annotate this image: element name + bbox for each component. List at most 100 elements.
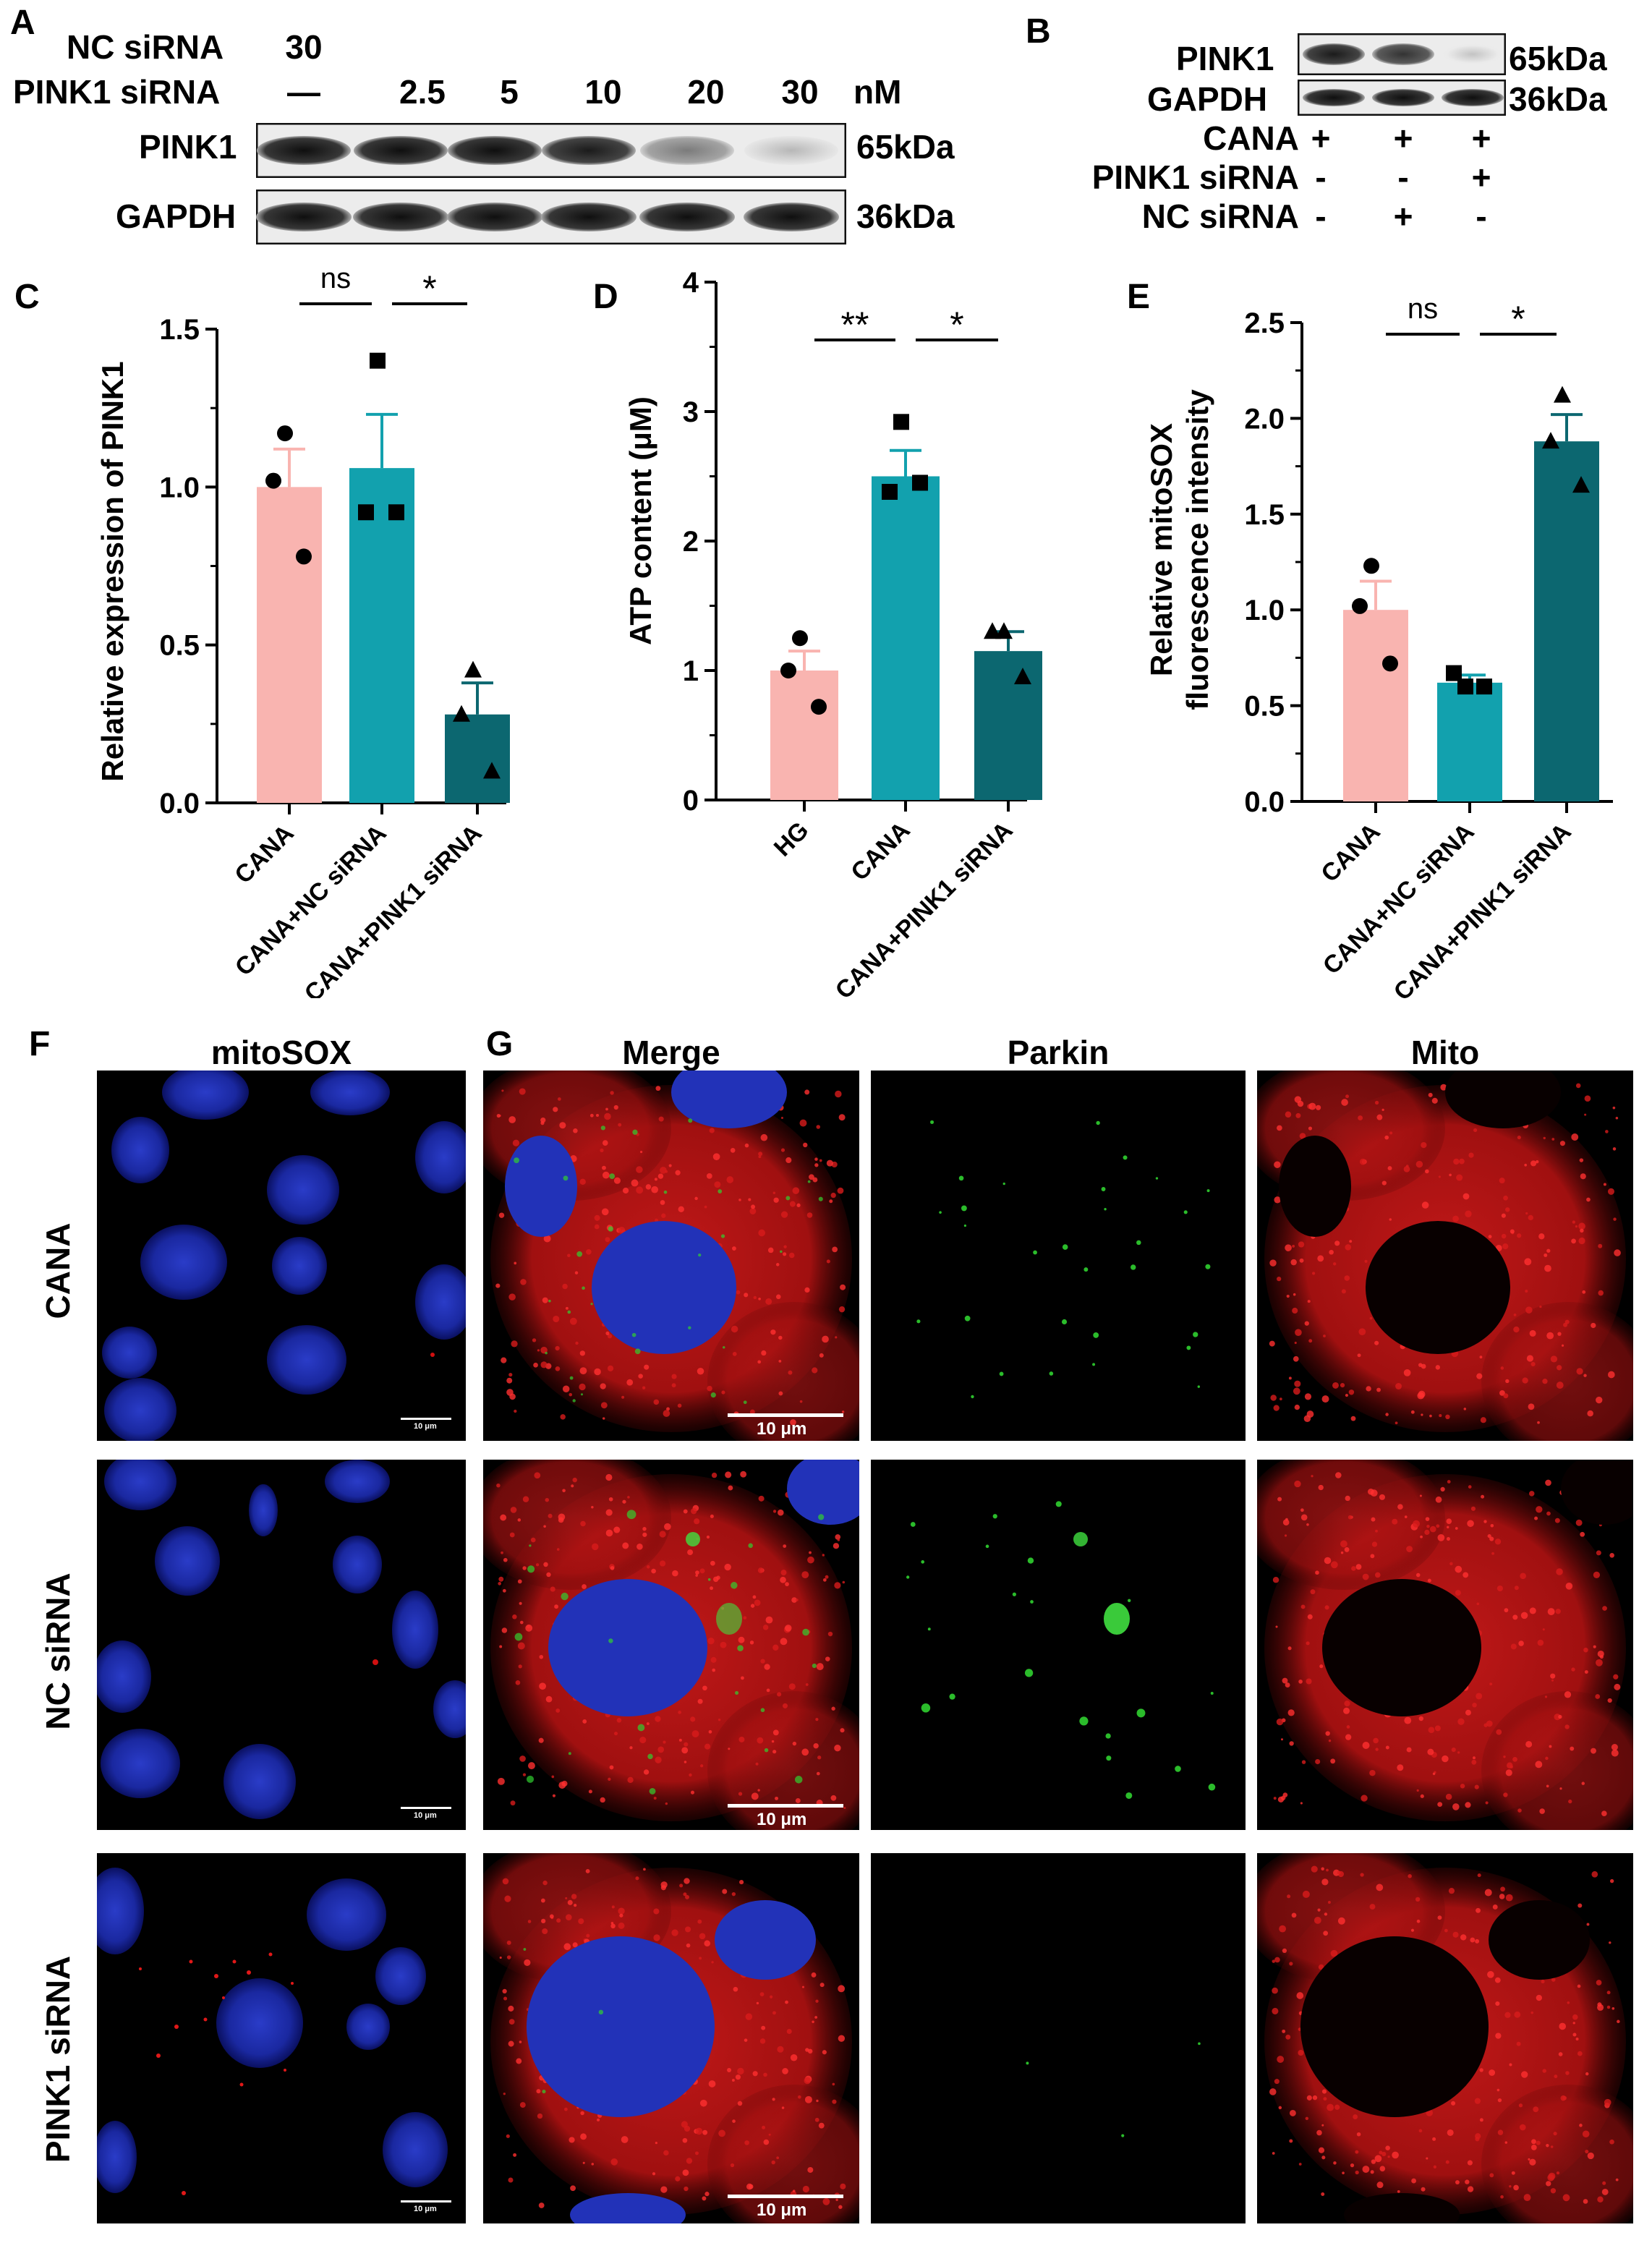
data-point	[984, 622, 1001, 639]
data-point	[1554, 386, 1571, 403]
data-point	[464, 660, 482, 678]
bar	[770, 671, 838, 800]
y-axis-label: Relative mitoSOX	[1144, 423, 1178, 676]
data-point	[277, 425, 293, 442]
panel-b-cond-name: PINK1 siRNA	[1091, 158, 1299, 196]
data-point	[1446, 665, 1462, 681]
data-point	[483, 762, 501, 779]
data-point	[1542, 432, 1559, 449]
panel-a-nc-value: 30	[285, 28, 323, 66]
significance-label: *	[950, 305, 963, 345]
scale-bar	[728, 2195, 843, 2198]
scale-text: 10 μm	[757, 1419, 807, 1439]
micro-f-pink1: 10 μm	[97, 1853, 466, 2223]
panel-b-cond-value: +	[1471, 119, 1491, 157]
blot-band	[639, 203, 735, 231]
micro-g-merge-row1: 10 μm	[483, 1071, 859, 1441]
data-point	[882, 483, 898, 500]
panel-b-cond-value: +	[1471, 158, 1491, 196]
data-point	[792, 630, 808, 647]
scale-text: 10 μm	[414, 1422, 437, 1431]
blot-band	[354, 136, 448, 165]
x-tick-label: CANA	[229, 820, 299, 889]
nuclei-image	[97, 1868, 448, 2195]
merge-image	[483, 1460, 859, 1830]
micro-g-parkin-row3	[871, 1853, 1246, 2223]
mito-image	[1257, 1071, 1633, 1441]
data-point	[912, 474, 928, 491]
y-tick-label: 3	[683, 396, 699, 428]
significance-label: ns	[1408, 293, 1438, 325]
data-point	[265, 472, 281, 489]
panel-a-blot1-mw: 65kDa	[856, 128, 955, 166]
chart-c: C 0.0 0.5 1.0 1.5 Relative expression of PINK…	[14, 263, 510, 998]
scale-text: 10 μm	[414, 2205, 437, 2213]
panel-b-blot1-mw: 65kDa	[1509, 40, 1607, 77]
parkin-image	[916, 1120, 1211, 1399]
scale-bar	[401, 2200, 451, 2202]
y-axis-label: fluorescence intensity	[1180, 389, 1214, 710]
parkin-image	[906, 1501, 1216, 1799]
data-point	[1476, 678, 1492, 695]
data-point	[995, 622, 1013, 639]
bar	[974, 651, 1042, 800]
y-tick-label: 1.0	[159, 472, 200, 503]
data-point	[811, 699, 827, 715]
blot-band	[448, 136, 542, 165]
data-point	[358, 504, 374, 521]
row-label-cana: CANA	[39, 1222, 77, 1319]
y-tick-label: 2.0	[1244, 403, 1285, 435]
blot-band	[1303, 89, 1365, 106]
panel-b-cond-value: -	[1397, 158, 1409, 196]
panel-b-cond-value: +	[1393, 119, 1413, 157]
panel-b-blot1	[1298, 33, 1506, 75]
x-tick-label: CANA	[846, 817, 915, 886]
panel-a-pink1-value: 20	[687, 73, 725, 111]
panel-g-col-merge: Merge	[622, 1034, 720, 1071]
blot-band	[1442, 43, 1504, 65]
blot-band	[1442, 89, 1504, 106]
panel-b-cond-value: +	[1311, 119, 1331, 157]
panel-a-label: A	[10, 4, 35, 42]
panel-b-cond-value: -	[1476, 197, 1487, 235]
y-tick-label: 2.5	[1244, 307, 1285, 339]
x-tick-label: CANA	[1316, 818, 1385, 888]
data-point	[780, 663, 796, 678]
bar	[257, 487, 322, 803]
blot-band	[447, 203, 542, 231]
panel-label: E	[1127, 278, 1150, 316]
blot-band	[257, 136, 351, 165]
y-tick-label: 0	[683, 785, 699, 817]
panel-a-blot1-name: PINK1	[139, 128, 237, 166]
panel-a-blot2-name: GAPDH	[116, 197, 237, 235]
blot-band	[541, 203, 636, 231]
data-point	[453, 705, 470, 722]
panel-label: D	[593, 278, 618, 316]
blot-band	[1372, 89, 1434, 106]
scale-bar	[728, 1804, 843, 1808]
nuclei-image	[97, 1460, 466, 1819]
data-point	[370, 352, 386, 369]
y-tick-label: 1	[683, 655, 699, 687]
panel-a-row2-name: PINK1 siRNA	[13, 73, 221, 111]
scale-bar	[728, 1413, 843, 1417]
significance-label: ns	[320, 263, 351, 294]
micro-f-cana: 10 μm	[97, 1071, 466, 1441]
data-point	[1457, 678, 1473, 695]
y-tick-label: 1.5	[159, 314, 200, 346]
row-label-pink1-sirna: PINK1 siRNA	[39, 1955, 77, 2163]
data-point	[893, 414, 909, 430]
data-point	[388, 504, 404, 521]
data-point	[1363, 558, 1379, 574]
panel-b-blot1-name: PINK1	[1176, 40, 1274, 77]
bar	[1534, 441, 1599, 801]
significance-label: *	[422, 268, 436, 309]
significance-label: **	[841, 305, 869, 345]
panel-a-blot2-mw: 36kDa	[856, 197, 955, 235]
mito-image	[1257, 1853, 1633, 2223]
x-tick-label: HG	[769, 817, 814, 862]
micro-g-mito-row1	[1257, 1071, 1633, 1441]
micro-g-mito-row2	[1257, 1460, 1633, 1830]
panel-b-label: B	[1026, 12, 1051, 51]
panel-b-cond-value: +	[1393, 197, 1413, 235]
